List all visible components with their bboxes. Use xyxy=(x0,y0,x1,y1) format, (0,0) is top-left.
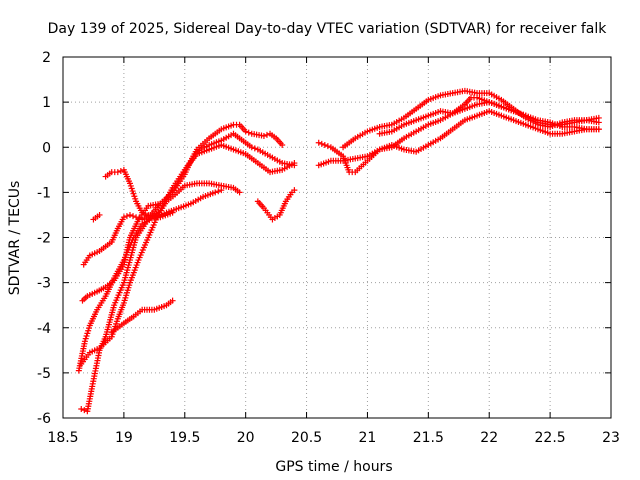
x-tick-label: 22 xyxy=(480,430,498,446)
data-point xyxy=(245,129,252,136)
data-point xyxy=(85,327,92,334)
series-track-13 xyxy=(376,94,602,137)
data-point xyxy=(248,144,255,151)
data-point xyxy=(85,325,92,332)
data-point xyxy=(291,162,298,169)
data-point xyxy=(136,215,143,222)
data-point xyxy=(595,114,602,121)
series-track-4 xyxy=(75,187,225,374)
x-tick-label: 18.5 xyxy=(47,430,78,446)
data-point xyxy=(263,131,270,138)
data-point xyxy=(291,187,298,194)
y-tick-label: -5 xyxy=(37,366,51,382)
series-track-1 xyxy=(78,141,298,415)
y-tick-label: 2 xyxy=(42,50,51,66)
data-point xyxy=(212,189,219,196)
data-point xyxy=(169,209,176,216)
x-tick-label: 23 xyxy=(602,430,620,446)
data-point xyxy=(133,214,140,221)
series-track-10 xyxy=(315,108,602,169)
x-tick-label: 20 xyxy=(237,430,255,446)
y-tick-labels: 2 1 0 -1 -2 -3 -4 -5 -6 xyxy=(37,50,51,427)
data-point xyxy=(117,167,124,174)
data-point xyxy=(84,330,91,337)
x-tick-label: 22.5 xyxy=(535,430,566,446)
y-tick-label: -1 xyxy=(37,185,51,201)
x-tick-label: 20.5 xyxy=(291,430,322,446)
data-point xyxy=(595,126,602,133)
data-point xyxy=(126,211,133,218)
data-point xyxy=(96,211,103,218)
data-point xyxy=(142,210,149,217)
plot-frame xyxy=(62,56,612,419)
data-point xyxy=(130,213,137,220)
series-track-6 xyxy=(102,166,176,221)
data-point xyxy=(279,141,286,148)
data-point xyxy=(321,141,328,148)
grid-lines xyxy=(63,57,611,418)
data-point xyxy=(215,188,222,195)
data-point xyxy=(139,209,146,216)
data-point xyxy=(260,132,267,139)
x-tick-labels: 18.5 19 19.5 20 20.5 21 21.5 22 22.5 23 xyxy=(47,430,620,446)
data-point xyxy=(81,407,88,414)
data-point xyxy=(82,335,89,342)
data-point xyxy=(315,139,322,146)
data-points xyxy=(75,87,602,415)
data-point xyxy=(318,140,325,147)
x-tick-label: 19 xyxy=(115,430,133,446)
x-tick-label: 21 xyxy=(359,430,377,446)
data-point xyxy=(236,189,243,196)
data-point xyxy=(324,143,331,150)
y-tick-label: 0 xyxy=(42,140,51,156)
data-point xyxy=(251,145,258,152)
x-tick-label: 19.5 xyxy=(169,430,200,446)
y-axis-label: SDTVAR / TECUs xyxy=(7,181,23,296)
data-point xyxy=(81,338,88,345)
data-point xyxy=(218,187,225,194)
series-track-7 xyxy=(108,297,176,336)
y-tick-label: -4 xyxy=(37,321,51,337)
y-tick-label: -3 xyxy=(37,276,51,292)
data-point xyxy=(123,213,130,220)
data-point xyxy=(242,128,249,135)
data-point xyxy=(78,405,85,412)
axis-ticks xyxy=(62,56,612,419)
data-point xyxy=(169,297,176,304)
chart-title: Day 139 of 2025, Sidereal Day-to-day VTE… xyxy=(48,21,608,37)
series-track-5 xyxy=(80,121,286,268)
data-point xyxy=(83,333,90,340)
y-tick-label: -2 xyxy=(37,231,51,247)
data-point xyxy=(120,214,127,221)
y-tick-label: -6 xyxy=(37,411,51,427)
series-track-9 xyxy=(254,187,298,223)
data-point xyxy=(114,169,121,176)
x-axis-label: GPS time / hours xyxy=(275,459,392,475)
series-track-8 xyxy=(90,211,103,223)
series-track-12 xyxy=(340,87,602,151)
y-tick-label: 1 xyxy=(42,95,51,111)
x-tick-label: 21.5 xyxy=(413,430,444,446)
